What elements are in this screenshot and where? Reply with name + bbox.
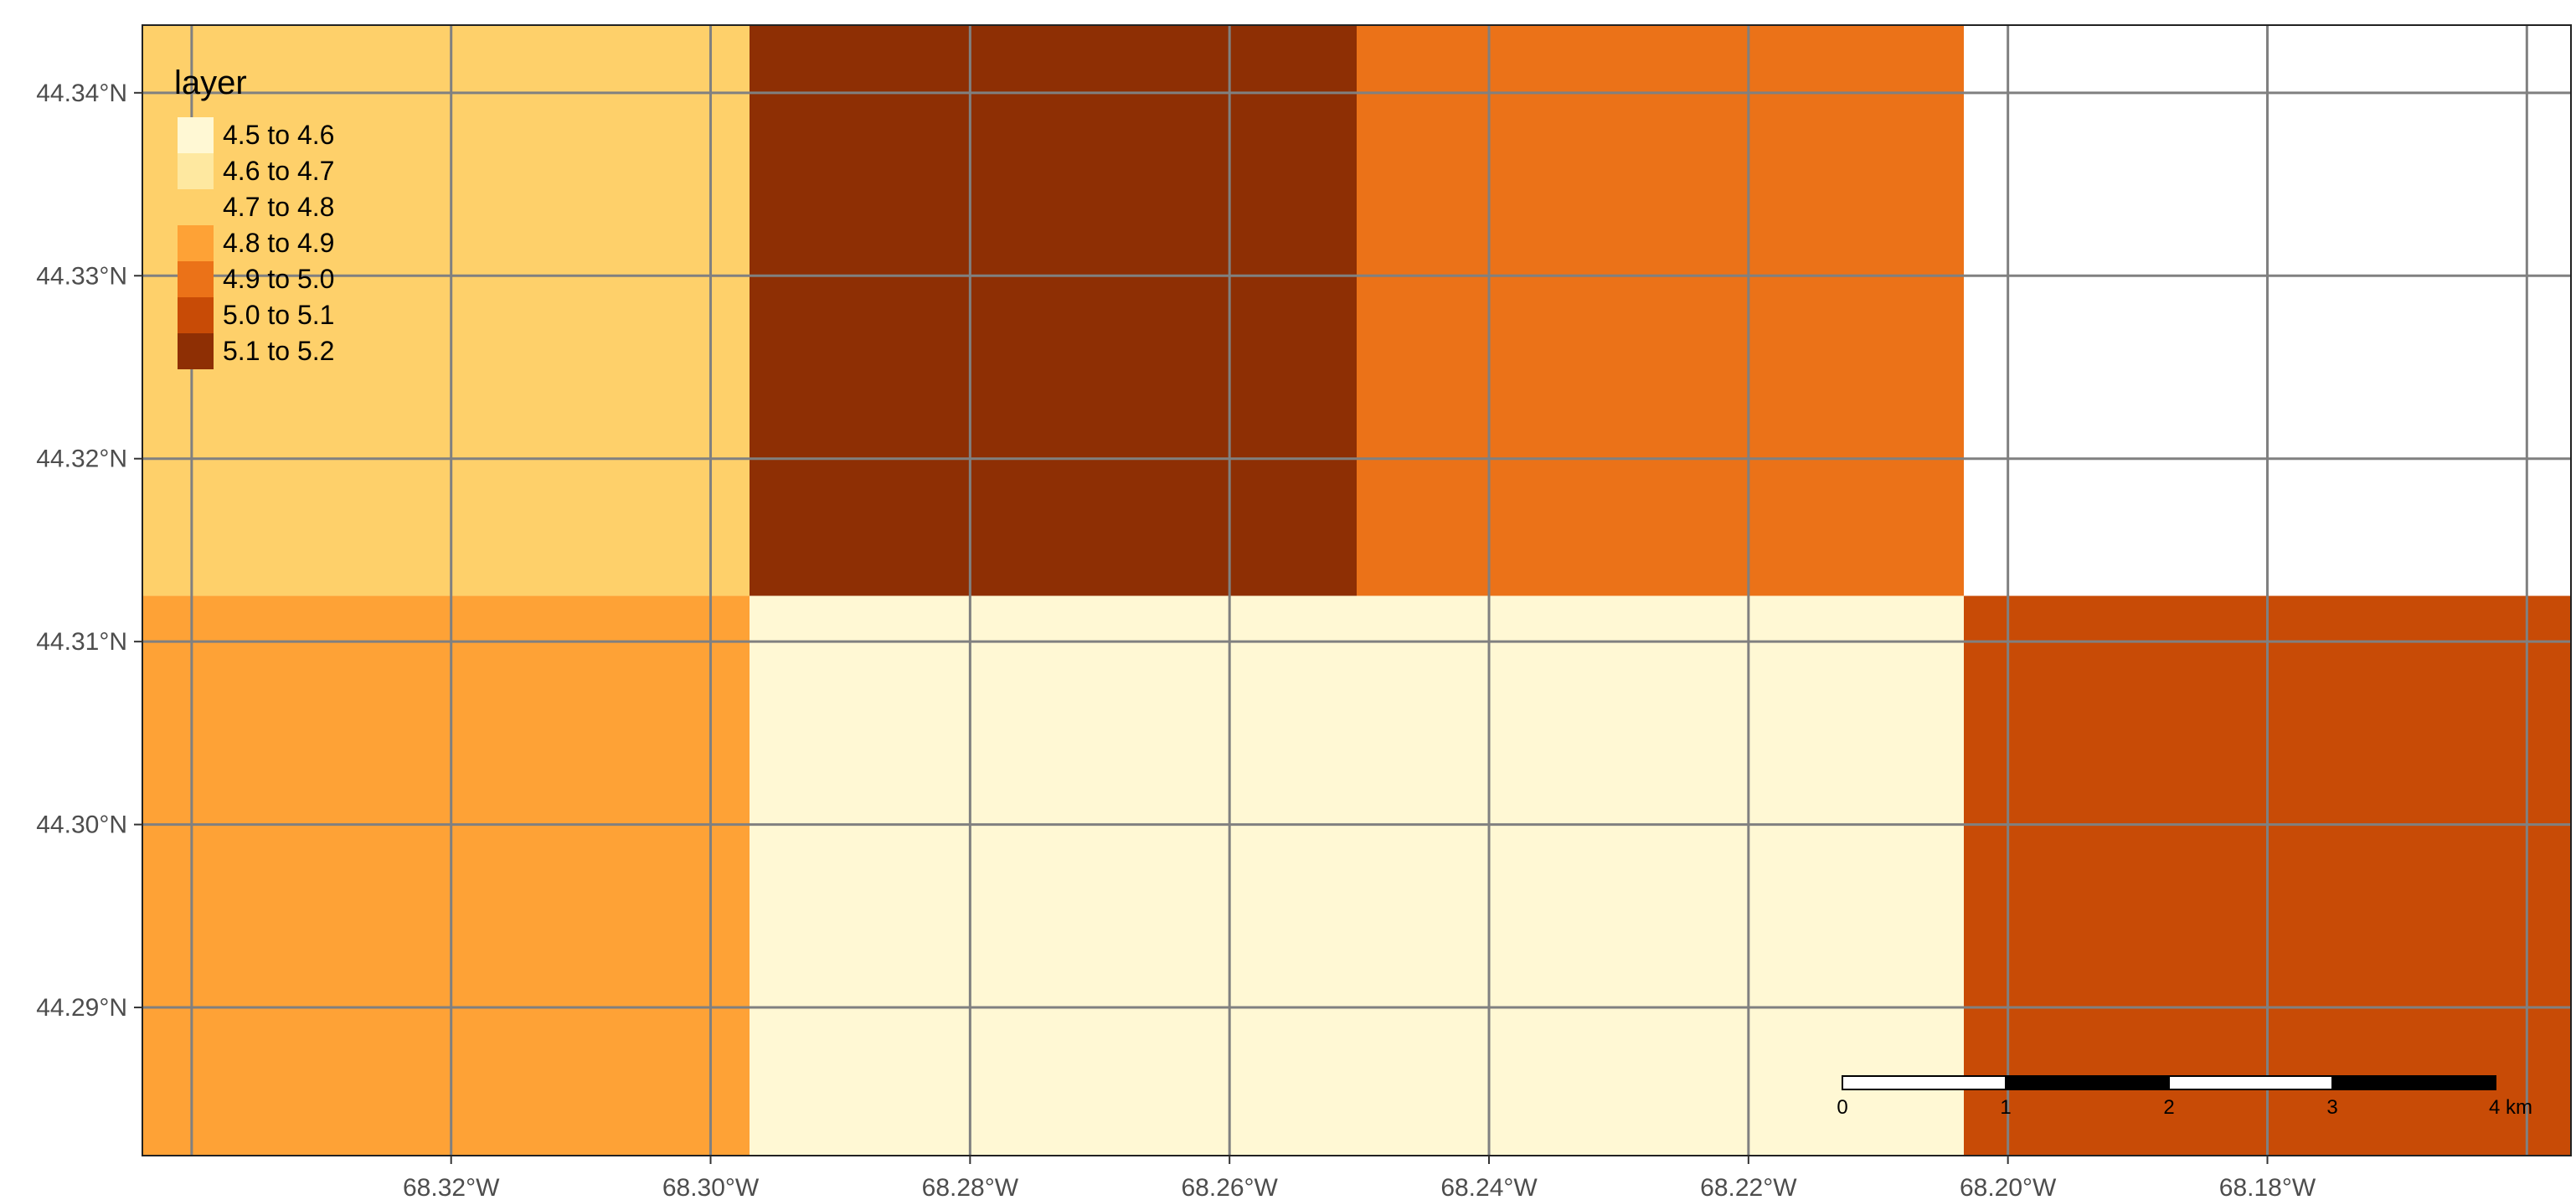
scale-bar-label: 2 xyxy=(2163,1096,2174,1119)
y-axis: 44.34°N 44.33°N 44.32°N 44.31°N 44.30°N 44.29… xyxy=(36,80,142,1022)
x-tick-label: 68.28°W xyxy=(922,1174,1019,1200)
legend-key xyxy=(178,333,214,369)
y-tick-label: 44.30°N xyxy=(36,811,127,839)
scale-bar-segment xyxy=(1842,1075,2007,1090)
y-tick-label: 44.32°N xyxy=(36,445,127,473)
x-axis: 68.32°W 68.30°W 68.28°W 68.26°W 68.24°W 68.22… xyxy=(403,1156,2316,1200)
legend-key xyxy=(178,297,214,333)
y-tick-label: 44.33°N xyxy=(36,262,127,290)
raster-cell xyxy=(1357,25,1964,596)
x-tick-label: 68.26°W xyxy=(1181,1174,1278,1200)
legend-label: 5.1 to 5.2 xyxy=(223,336,334,366)
legend-label: 4.8 to 4.9 xyxy=(223,228,334,258)
raster-cell xyxy=(142,595,750,1156)
scale-bar-segment xyxy=(2005,1075,2170,1090)
legend-label: 4.7 to 4.8 xyxy=(223,192,334,222)
legend-key xyxy=(178,189,214,225)
scale-bar-label: 1 xyxy=(2000,1096,2011,1119)
panel-border xyxy=(142,24,2572,1156)
scale-bar-segment xyxy=(2331,1075,2496,1090)
scale-bar-label: 0 xyxy=(1837,1096,1847,1119)
scale-bar: 0 1 2 3 4 km xyxy=(1837,1075,2532,1119)
x-tick-label: 68.20°W xyxy=(1960,1174,2057,1200)
x-tick-label: 68.22°W xyxy=(1700,1174,1797,1200)
scale-bar-end-label: 4 km xyxy=(2489,1096,2532,1119)
legend-label: 5.0 to 5.1 xyxy=(223,300,334,330)
graticule xyxy=(142,25,2571,1156)
x-tick-label: 68.18°W xyxy=(2219,1174,2316,1200)
legend-key xyxy=(178,225,214,261)
x-tick-label: 68.32°W xyxy=(403,1174,500,1200)
legend-items: 4.5 to 4.6 4.6 to 4.7 4.7 to 4.8 4.8 to 4.9… xyxy=(178,117,334,369)
raster-cell xyxy=(142,25,750,596)
scale-bar-label: 3 xyxy=(2326,1096,2337,1119)
raster-cell xyxy=(750,25,1357,596)
raster-layer xyxy=(142,25,2571,1156)
legend-label: 4.6 to 4.7 xyxy=(223,156,334,186)
y-tick-label: 44.31°N xyxy=(36,628,127,656)
legend-title: layer xyxy=(174,64,247,101)
legend: layer 4.5 to 4.6 4.6 to 4.7 4.7 to 4.8 4.8 … xyxy=(174,64,334,369)
scale-bar-segment xyxy=(2168,1075,2333,1090)
legend-label: 4.5 to 4.6 xyxy=(223,120,334,150)
x-tick-label: 68.24°W xyxy=(1440,1174,1538,1200)
y-tick-label: 44.29°N xyxy=(36,994,127,1022)
legend-key xyxy=(178,153,214,189)
y-tick-label: 44.34°N xyxy=(36,80,127,107)
raster-cell xyxy=(750,595,1964,1156)
legend-key xyxy=(178,117,214,153)
legend-label: 4.9 to 5.0 xyxy=(223,264,334,294)
x-tick-label: 68.30°W xyxy=(662,1174,760,1200)
legend-key xyxy=(178,261,214,297)
